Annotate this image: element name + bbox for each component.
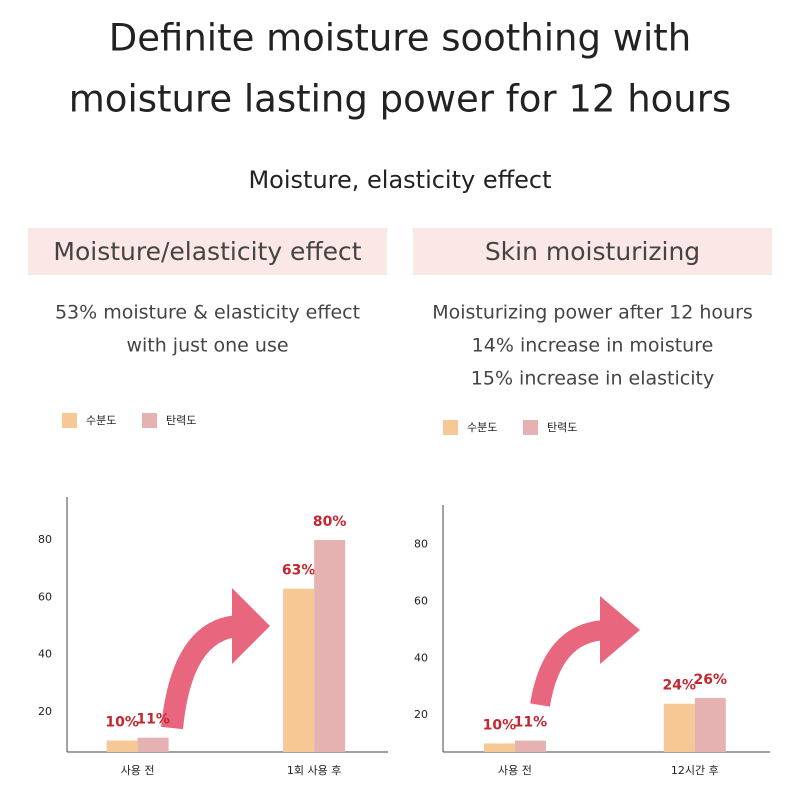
bar bbox=[106, 740, 138, 752]
bar bbox=[514, 740, 546, 752]
legend-label: 수분도 bbox=[86, 414, 116, 427]
value-label: 26% bbox=[694, 672, 728, 688]
legend-swatch bbox=[443, 420, 458, 435]
panel-title: Moisture/elasticity effect bbox=[53, 237, 361, 266]
x-tick-label: 1회 사용 후 bbox=[287, 764, 341, 777]
x-tick-label: 12시간 후 bbox=[671, 764, 719, 777]
subtitle: Moisture, elasticity effect bbox=[248, 166, 551, 194]
legend-label: 탄력도 bbox=[166, 414, 196, 427]
value-label: 10% bbox=[483, 717, 517, 733]
x-tick-label: 사용 전 bbox=[498, 764, 532, 777]
panel-header-bg bbox=[413, 228, 772, 275]
panel-subtitle: 15% increase in elasticity bbox=[471, 368, 714, 390]
value-label: 11% bbox=[136, 712, 170, 728]
legend-label: 수분도 bbox=[467, 421, 497, 434]
panel-title: Skin moisturizing bbox=[485, 237, 700, 266]
y-tick-label: 60 bbox=[414, 595, 428, 608]
bar bbox=[663, 703, 695, 752]
bar bbox=[283, 588, 315, 752]
value-label: 80% bbox=[313, 514, 347, 530]
value-label: 11% bbox=[514, 715, 548, 731]
arrow-body bbox=[161, 615, 242, 730]
legend-swatch bbox=[523, 420, 538, 435]
title: moisture lasting power for 12 hours bbox=[69, 78, 731, 121]
y-tick-label: 20 bbox=[38, 705, 52, 718]
panel-subtitle: Moisturizing power after 12 hours bbox=[432, 302, 753, 324]
y-tick-label: 20 bbox=[414, 708, 428, 721]
legend-label: 탄력도 bbox=[547, 421, 577, 434]
value-label: 24% bbox=[663, 678, 697, 694]
bar bbox=[694, 698, 726, 752]
x-tick-label: 사용 전 bbox=[121, 764, 155, 777]
y-tick-label: 40 bbox=[414, 651, 428, 664]
legend-swatch bbox=[62, 413, 77, 428]
y-tick-label: 80 bbox=[38, 533, 52, 546]
arrow-body bbox=[530, 620, 607, 707]
bar bbox=[314, 539, 346, 752]
arrow-head bbox=[232, 588, 270, 664]
panel-subtitle: with just one use bbox=[126, 335, 288, 357]
value-label: 10% bbox=[105, 715, 139, 731]
y-tick-label: 40 bbox=[38, 648, 52, 661]
bar bbox=[137, 737, 169, 752]
panel-subtitle: 53% moisture & elasticity effect bbox=[55, 302, 360, 324]
arrow-head bbox=[600, 596, 640, 664]
panel-header-bg bbox=[28, 228, 387, 275]
y-tick-label: 60 bbox=[38, 590, 52, 603]
arrow bbox=[161, 588, 640, 730]
title: Definite moisture soothing with bbox=[109, 17, 691, 60]
bar bbox=[483, 743, 515, 752]
value-label: 63% bbox=[282, 563, 316, 579]
legend-swatch bbox=[142, 413, 157, 428]
y-tick-label: 80 bbox=[414, 538, 428, 551]
panel-subtitle: 14% increase in moisture bbox=[472, 335, 714, 357]
